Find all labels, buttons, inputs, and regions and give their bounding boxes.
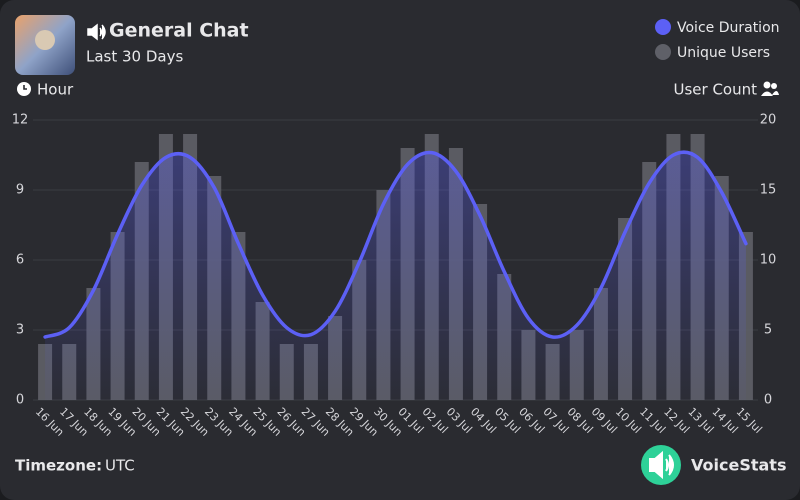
y2-tick-label: 0: [764, 393, 772, 408]
y-axis-title: Hour: [37, 81, 74, 99]
legend-swatch: [655, 19, 671, 35]
legend-label: Voice Duration: [677, 20, 780, 36]
y-tick-label: 3: [16, 323, 24, 338]
y2-axis-title: User Count: [673, 81, 757, 99]
legend-label: Unique Users: [677, 45, 770, 61]
y2-tick-label: 10: [760, 253, 777, 268]
y-tick-label: 9: [16, 183, 24, 198]
chart-title: General Chat: [109, 20, 249, 42]
y2-tick-label: 15: [760, 183, 777, 198]
line: [43, 150, 748, 339]
y-tick-label: 12: [12, 113, 29, 128]
speaker-icon: [87, 23, 106, 41]
legend-swatch: [655, 44, 671, 60]
brand-logo-icon: [649, 450, 674, 480]
clock-hands: [23, 85, 27, 90]
avatar-figure: [35, 30, 55, 50]
users-icon: [761, 81, 779, 96]
brand-name: VoiceStats: [691, 456, 786, 475]
chart-subtitle: Last 30 Days: [86, 48, 183, 66]
timezone-value: UTC: [105, 457, 135, 475]
line-area: [45, 152, 746, 400]
y-tick-label: 6: [16, 253, 24, 268]
y-tick-label: 0: [16, 393, 24, 408]
timezone-label: Timezone:: [15, 457, 102, 475]
y2-tick-label: 5: [764, 323, 772, 338]
y2-tick-label: 20: [760, 113, 777, 128]
